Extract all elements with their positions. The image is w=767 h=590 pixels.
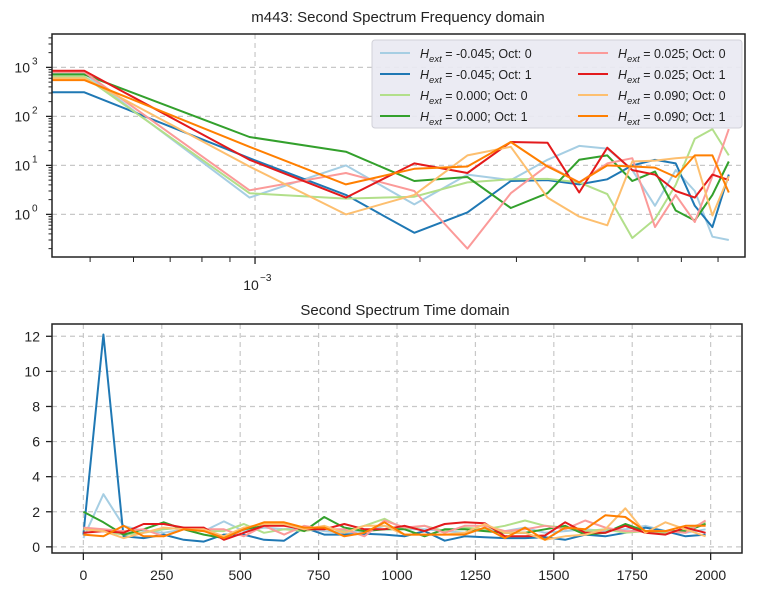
legend-label-value: = 0.000; Oct: 0 bbox=[442, 89, 528, 103]
x-tick-label: 0 bbox=[79, 567, 87, 583]
frequency-chart-title: m443: Second Spectrum Frequency domain bbox=[251, 9, 545, 26]
y-tick-label: 4 bbox=[32, 469, 40, 485]
y-tick-label: 2 bbox=[32, 504, 40, 520]
legend-label-subscript: ext bbox=[429, 54, 442, 65]
legend-label-subscript: ext bbox=[627, 96, 640, 107]
y-tick-exponent: 0 bbox=[32, 203, 38, 214]
legend-box bbox=[371, 39, 743, 129]
series-line-0-090-Oct-0 bbox=[52, 77, 730, 227]
y-tick-label: 8 bbox=[32, 398, 40, 414]
legend-label-subscript: ext bbox=[429, 117, 442, 128]
y-tick-label: 10 bbox=[14, 206, 30, 222]
frequency-ticks: 10 010 110 210 310 −3 bbox=[14, 37, 719, 293]
time-domain-chart: Second Spectrum Time domain 0 2 4 6 8 10 12 0 25… bbox=[24, 302, 743, 583]
y-tick-label: 10 bbox=[14, 157, 30, 173]
legend-label: Hext = 0.025; Oct: 0 bbox=[618, 47, 726, 65]
legend-label: Hext = -0.045; Oct: 1 bbox=[420, 68, 532, 86]
frequency-axes-frame bbox=[51, 33, 746, 258]
x-tick-label: 750 bbox=[307, 567, 331, 583]
x-tick-label: 1500 bbox=[538, 567, 569, 583]
x-tick-label: 2000 bbox=[695, 567, 726, 583]
frequency-series-lines bbox=[52, 69, 730, 250]
legend-label: Hext = 0.090; Oct: 1 bbox=[618, 110, 726, 128]
legend-label-subscript: ext bbox=[627, 117, 640, 128]
legend-label: Hext = 0.000; Oct: 0 bbox=[420, 89, 528, 107]
legend-label-value: = 0.025; Oct: 1 bbox=[640, 68, 726, 82]
y-tick-label: 0 bbox=[32, 539, 40, 555]
legend-label-symbol: H bbox=[420, 110, 430, 124]
legend-label-symbol: H bbox=[618, 47, 628, 61]
legend-label-value: = -0.045; Oct: 0 bbox=[442, 47, 532, 61]
y-tick-label: 10 bbox=[24, 363, 40, 379]
legend-label-value: = 0.090; Oct: 1 bbox=[640, 110, 726, 124]
legend-label-symbol: H bbox=[420, 89, 430, 103]
y-tick-label: 6 bbox=[32, 434, 40, 450]
x-tick-label: 1250 bbox=[460, 567, 491, 583]
legend-label-value: = 0.000; Oct: 1 bbox=[442, 110, 528, 124]
legend-label-value: = 0.090; Oct: 0 bbox=[640, 89, 726, 103]
legend-label-value: = -0.045; Oct: 1 bbox=[442, 68, 532, 82]
legend-label-subscript: ext bbox=[627, 75, 640, 86]
x-tick-exponent: −3 bbox=[260, 273, 272, 284]
series-line-0-090-Oct-1 bbox=[83, 514, 706, 541]
legend-label-symbol: H bbox=[618, 68, 628, 82]
x-tick-label: 1750 bbox=[617, 567, 648, 583]
series-line-0-000-Oct-0 bbox=[52, 75, 730, 239]
time-series-lines bbox=[82, 333, 707, 543]
time-chart-title: Second Spectrum Time domain bbox=[300, 302, 509, 319]
legend-label: Hext = 0.090; Oct: 0 bbox=[618, 89, 726, 107]
legend-label-symbol: H bbox=[618, 89, 628, 103]
legend-label-subscript: ext bbox=[429, 96, 442, 107]
y-tick-exponent: 1 bbox=[32, 154, 38, 165]
y-tick-label: 10 bbox=[14, 108, 30, 124]
x-tick-label: 250 bbox=[150, 567, 174, 583]
series-line-0-025-Oct-1 bbox=[52, 69, 730, 199]
legend-label-symbol: H bbox=[420, 68, 430, 82]
x-tick-label: 10 bbox=[243, 277, 259, 293]
series-line-0-090-Oct-1 bbox=[52, 79, 730, 193]
y-tick-label: 10 bbox=[14, 59, 30, 75]
legend-label: Hext = 0.025; Oct: 1 bbox=[618, 68, 726, 86]
series-line--0-045-Oct-1 bbox=[52, 91, 730, 234]
x-tick-label: 500 bbox=[229, 567, 253, 583]
series-line-0-000-Oct-1 bbox=[52, 73, 730, 222]
legend-label-symbol: H bbox=[420, 47, 430, 61]
time-grid bbox=[52, 324, 742, 553]
series-line--0-045-Oct-1 bbox=[82, 333, 706, 543]
y-tick-exponent: 2 bbox=[32, 105, 38, 116]
y-tick-label: 12 bbox=[24, 328, 40, 344]
legend-label-value: = 0.025; Oct: 0 bbox=[640, 47, 726, 61]
legend-label-symbol: H bbox=[618, 110, 628, 124]
x-tick-label: 1000 bbox=[381, 567, 412, 583]
legend-label: Hext = 0.000; Oct: 1 bbox=[420, 110, 528, 128]
frequency-domain-chart: m443: Second Spectrum Frequency domain 1… bbox=[14, 9, 746, 293]
legend-label-subscript: ext bbox=[429, 75, 442, 86]
time-ticks: 0 2 4 6 8 10 12 0 250 500 750 1000 1250 1500 1750 2000 bbox=[24, 328, 726, 583]
y-tick-exponent: 3 bbox=[32, 56, 38, 67]
legend-label: Hext = -0.045; Oct: 0 bbox=[420, 47, 532, 65]
legend-label-subscript: ext bbox=[627, 54, 640, 65]
